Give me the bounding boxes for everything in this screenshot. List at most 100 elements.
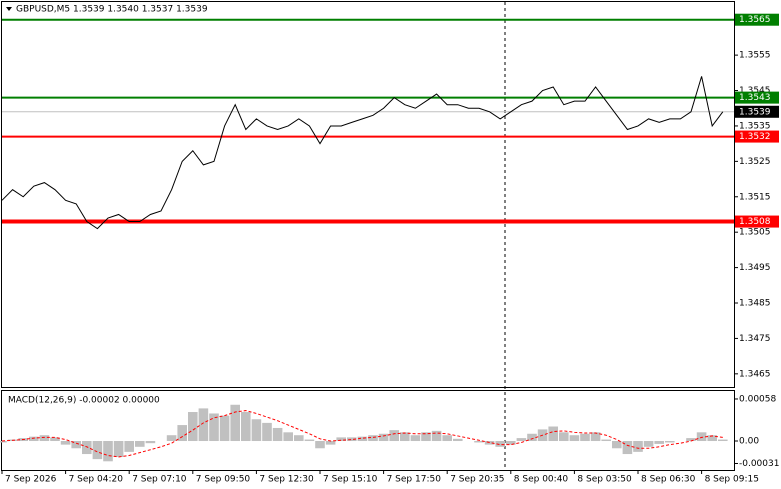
macd-bar (230, 404, 240, 442)
macd-bar (315, 441, 325, 449)
macd-bar (410, 435, 421, 442)
x-tick-label: 7 Sep 12:30 (259, 475, 314, 485)
price-tag (735, 13, 779, 26)
macd-bar (633, 441, 643, 452)
macd-bar (294, 435, 304, 442)
macd-bar (368, 435, 378, 442)
macd-bar (707, 435, 717, 442)
price-tag (735, 105, 779, 118)
x-tick-label: 8 Sep 06:30 (641, 475, 696, 485)
macd-bar (506, 441, 516, 445)
x-tick-label: 8 Sep 03:50 (577, 475, 632, 485)
macd-bar (347, 437, 357, 442)
macd-bar (389, 430, 399, 442)
y-tick-label: 1.3485 (739, 299, 771, 309)
macd-bar (251, 419, 262, 442)
macd-bar (166, 435, 177, 442)
macd-bar (103, 441, 113, 462)
macd-bar (113, 441, 124, 457)
x-tick-label: 8 Sep 09:15 (705, 475, 759, 485)
macd-bar (474, 441, 484, 443)
macd-bar (82, 441, 92, 455)
macd-bar (241, 412, 251, 442)
macd-bar (643, 441, 654, 447)
y-tick-label: -0.00031 (739, 459, 779, 469)
y-tick-label: 1.3545 (739, 86, 771, 96)
macd-bar (39, 435, 50, 442)
macd-bar (665, 441, 675, 443)
macd-bar (71, 441, 81, 449)
macd-bar (559, 432, 569, 442)
macd-bar (654, 441, 664, 444)
y-tick-label: 1.3475 (739, 334, 771, 344)
y-tick-label: 1.3535 (739, 121, 771, 131)
macd-bar (400, 432, 410, 442)
macd-bar (548, 426, 558, 442)
macd-bar (527, 433, 537, 442)
macd-bar (188, 412, 198, 442)
macd-bar (484, 441, 495, 445)
price-tag-label: 1.3539 (739, 107, 771, 117)
macd-bar (177, 425, 187, 442)
macd-bar (378, 433, 389, 442)
price-panel (1, 1, 735, 388)
price-tag-label: 1.3508 (739, 217, 771, 227)
macd-bar (612, 441, 622, 449)
price-line (1, 76, 724, 230)
y-tick-label: 1.3465 (739, 369, 771, 379)
macd-bar (262, 422, 272, 442)
macd-bar (145, 441, 156, 444)
macd-bar (50, 437, 60, 442)
price-tag-label: 1.3543 (739, 93, 771, 103)
macd-title: MACD(12,26,9) -0.00002 0.00000 (8, 396, 160, 406)
y-tick-label: 0.00 (739, 437, 759, 447)
y-tick-label: 1.3495 (739, 263, 771, 273)
x-tick-label: 7 Sep 04:20 (69, 475, 124, 485)
macd-panel (1, 390, 735, 471)
macd-bar (601, 439, 611, 442)
price-tag (735, 215, 779, 228)
macd-bar (283, 432, 293, 442)
x-tick-label: 7 Sep 15:10 (323, 475, 378, 485)
macd-bar (495, 441, 505, 447)
macd-bar (272, 427, 283, 442)
macd-bar (357, 436, 368, 442)
macd-bar (135, 441, 145, 447)
macd-bar (60, 441, 71, 445)
macd-bar (421, 432, 431, 442)
x-tick-label: 7 Sep 20:35 (450, 475, 504, 485)
macd-bar (569, 435, 580, 442)
macd-bar (622, 441, 633, 455)
price-tag (735, 130, 779, 143)
x-tick-label: 7 Sep 17:50 (387, 475, 442, 485)
macd-bar (431, 430, 442, 442)
price-tag-label: 1.3532 (739, 132, 771, 142)
y-tick-label: 1.3505 (739, 228, 771, 238)
macd-bar (219, 415, 230, 442)
x-tick-label: 7 Sep 09:50 (196, 475, 251, 485)
y-tick-label: 0.00058 (739, 394, 776, 404)
price-tag-label: 1.3565 (739, 15, 771, 25)
macd-bar (696, 432, 707, 442)
macd-bar (124, 441, 134, 452)
price-tag (735, 91, 779, 104)
macd-bar (686, 438, 696, 442)
macd-bar (718, 439, 728, 442)
macd-bar (336, 437, 346, 442)
chart-title: GBPUSD,M5 1.3539 1.3540 1.3537 1.3539 (16, 5, 208, 15)
macd-bar (92, 441, 103, 460)
y-tick-label: 1.3525 (739, 157, 771, 167)
y-tick-label: 1.3515 (739, 192, 771, 202)
x-tick-label: 7 Sep 2026 (5, 475, 57, 485)
macd-bar (209, 413, 219, 442)
macd-bar (29, 436, 39, 442)
macd-bar (590, 432, 601, 442)
macd-bar (580, 433, 590, 442)
x-tick-label: 8 Sep 00:40 (514, 475, 569, 485)
macd-bar (198, 408, 209, 442)
x-tick-label: 7 Sep 07:10 (132, 475, 187, 485)
macd-bar (0, 441, 7, 443)
menu-triangle (6, 7, 12, 11)
macd-bar (516, 438, 527, 442)
